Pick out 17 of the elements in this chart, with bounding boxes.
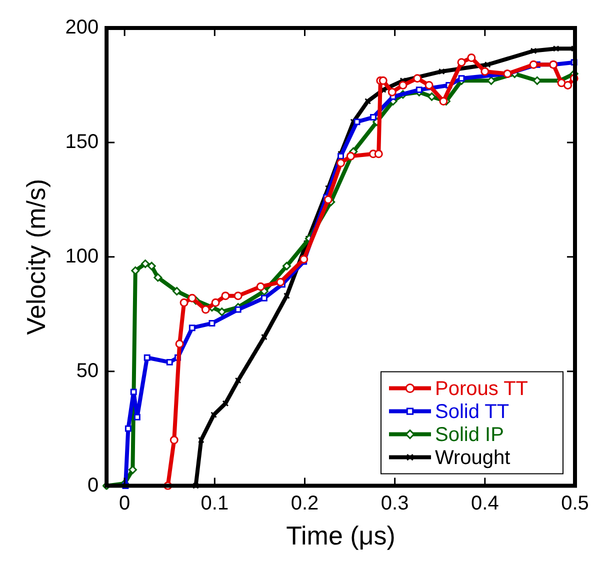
x-axis-title: Time (μs) [286, 520, 396, 551]
y-tick-label: 100 [65, 245, 99, 268]
x-tick-label: 0.5 [561, 492, 589, 514]
y-tick-label: 50 [76, 360, 99, 382]
x-tick-label: 0.4 [471, 492, 499, 514]
legend-label: Porous TT [435, 378, 528, 400]
legend-label: Wrought [435, 446, 511, 469]
y-tick-label: 150 [65, 130, 99, 153]
x-tick-label: 0.1 [200, 492, 229, 514]
legend-label: Solid TT [435, 400, 510, 423]
y-axis-title: Velocity (m/s) [20, 178, 51, 335]
x-tick-label: 0 [119, 492, 130, 514]
legend-label: Solid IP [435, 424, 504, 446]
x-tick-label: 0.3 [380, 492, 409, 514]
x-tick-label: 0.2 [290, 492, 319, 514]
y-tick-label: 200 [65, 16, 99, 39]
y-tick-label: 0 [87, 474, 99, 496]
